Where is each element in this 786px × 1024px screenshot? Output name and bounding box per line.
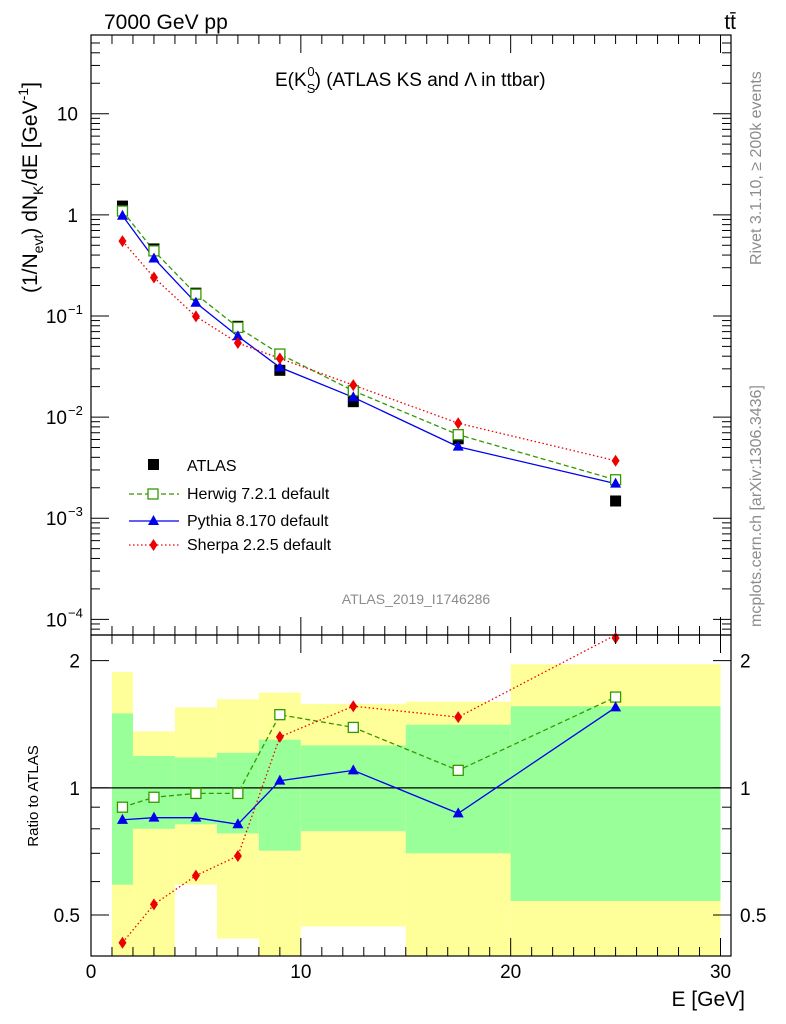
ratio-point-pythia-3 — [232, 818, 244, 829]
ratio-point-pythia-5 — [347, 764, 359, 775]
ratio-point-herwig-3 — [232, 787, 244, 800]
main-point-pythia-6 — [452, 440, 464, 451]
main-point-sherpa-1 — [149, 271, 158, 284]
ratio-ytick-label-right-2: 2 — [740, 652, 751, 673]
ratio-ytick-label-left-2: 2 — [69, 652, 80, 673]
x-tick-label-0: 0 — [86, 962, 97, 983]
ratio-band-inner-0 — [111, 713, 133, 885]
main-point-pythia-4 — [274, 361, 286, 372]
main-point-sherpa-0 — [118, 235, 127, 248]
ratio-point-sherpa-3 — [233, 849, 242, 862]
ratio-point-herwig-0 — [116, 801, 129, 813]
ratio-line-sherpa — [121, 634, 616, 944]
main-ytick-label-4: 10 — [46, 509, 67, 530]
ratio-point-herwig-7 — [609, 691, 622, 703]
main-line-pythia — [121, 215, 616, 485]
ratio-point-pythia-4 — [274, 774, 286, 785]
main-point-sherpa-2 — [191, 310, 200, 323]
main-point-pythia-1 — [148, 252, 160, 263]
main-line-sherpa — [122, 240, 616, 462]
main-ytick-label-2: 10 — [46, 307, 67, 328]
main-point-sherpa-6 — [454, 417, 463, 430]
legend-entry-atlas: ATLAS — [148, 458, 237, 475]
main-point-sherpa-3 — [233, 337, 242, 350]
ratio-bands — [111, 664, 721, 956]
mcplots-label: mcplots.cern.ch [arXiv:1306.3436] — [748, 385, 765, 627]
main-ytick-label-exp-5: −4 — [68, 605, 83, 620]
ratio-frame — [90, 634, 732, 957]
legend: ATLAS Herwig 7.2.1 default Pythia 8.170 … — [129, 458, 332, 554]
main-point-sherpa-5 — [349, 379, 358, 392]
analysis-watermark: ATLAS_2019_I1746286 — [342, 591, 491, 607]
main-line-herwig — [121, 210, 616, 481]
main-point-pythia-7 — [610, 477, 622, 488]
legend-entry-pythia: Pythia 8.170 default — [129, 513, 329, 530]
main-point-pythia-0 — [116, 209, 128, 220]
ratio-ticks: 0.5 0.51 12 20 10 20 30 — [54, 635, 766, 983]
ratio-ytick-label-left-0: 0.5 — [54, 906, 80, 927]
x-tick-label-2: 20 — [500, 962, 521, 983]
main-point-pythia-3 — [232, 330, 244, 341]
main-point-sherpa-4 — [275, 352, 284, 365]
ratio-point-herwig-6 — [452, 764, 464, 777]
y-axis-label: (1/Nevt) dNK/dE [GeV-1] — [15, 82, 46, 293]
ratio-point-pythia-2 — [190, 811, 202, 822]
main-ytick-label-5: 10 — [46, 610, 67, 631]
ratio-point-sherpa-4 — [275, 730, 284, 743]
ratio-ytick-label-right-0: 0.5 — [740, 906, 766, 927]
ratio-line-pythia — [122, 706, 616, 825]
main-ytick-label-3: 10 — [46, 408, 67, 429]
main-point-atlas-5 — [347, 396, 359, 408]
ratio-point-herwig-1 — [148, 791, 160, 803]
ratio-point-herwig-2 — [190, 787, 202, 800]
main-ytick-label-0: 10 — [57, 105, 78, 126]
main-point-sherpa-7 — [611, 454, 620, 467]
rivet-label: Rivet 3.1.10, ≥ 200k events — [748, 71, 765, 265]
ratio-ytick-label-right-1: 1 — [740, 779, 751, 800]
svg-text:Sherpa 2.2.5 default: Sherpa 2.2.5 default — [187, 537, 332, 554]
main-plot-area — [116, 200, 622, 507]
process-label: tt̄ — [724, 11, 736, 34]
main-ytick-label-exp-4: −3 — [68, 504, 83, 519]
x-tick-label-1: 10 — [290, 962, 311, 983]
x-axis-label: E [GeV] — [671, 988, 745, 1011]
svg-text:ATLAS: ATLAS — [187, 458, 237, 475]
main-point-pythia-5 — [347, 391, 359, 402]
ratio-point-sherpa-2 — [191, 869, 200, 882]
ratio-panel: 0.5 0.51 12 20 10 20 30 Ratio to ATLAS E [GeV] — [25, 632, 766, 1011]
ratio-point-pythia-6 — [452, 807, 464, 818]
ratio-point-pythia-0 — [116, 813, 128, 824]
ratio-point-pythia-1 — [148, 811, 160, 822]
legend-entry-sherpa: Sherpa 2.2.5 default — [129, 537, 332, 554]
ratio-line-herwig — [122, 696, 616, 808]
collision-label: 7000 GeV pp — [104, 11, 228, 34]
ratio-point-pythia-7 — [610, 701, 622, 712]
legend-entry-herwig: Herwig 7.2.1 default — [129, 486, 330, 503]
main-ytick-label-exp-2: −1 — [68, 302, 83, 317]
main-point-pythia-2 — [190, 296, 202, 307]
main-point-atlas-7 — [610, 495, 622, 507]
ratio-point-sherpa-1 — [149, 898, 158, 911]
svg-text:Pythia 8.170 default: Pythia 8.170 default — [187, 513, 329, 530]
ratio-point-herwig-4 — [274, 709, 286, 721]
main-point-herwig-6 — [452, 429, 464, 441]
svg-text:Herwig 7.2.1 default: Herwig 7.2.1 default — [187, 486, 330, 503]
ratio-band-inner-7 — [510, 706, 721, 901]
ratio-plot-area — [116, 632, 622, 949]
ratio-point-sherpa-6 — [454, 711, 463, 724]
main-ytick-label-1: 1 — [67, 206, 78, 227]
ratio-point-herwig-5 — [347, 721, 359, 734]
ratio-y-axis-label: Ratio to ATLAS — [25, 745, 42, 846]
ratio-ytick-label-left-1: 1 — [69, 779, 80, 800]
ratio-point-sherpa-0 — [118, 936, 127, 949]
chart-title: E(KS0) (ATLAS KS and Λ in ttbar) — [275, 64, 546, 96]
ratio-point-sherpa-5 — [349, 700, 358, 713]
main-ytick-label-exp-3: −2 — [68, 403, 83, 418]
x-tick-label-3: 30 — [710, 962, 731, 983]
ratio-band-inner-6 — [405, 724, 511, 854]
